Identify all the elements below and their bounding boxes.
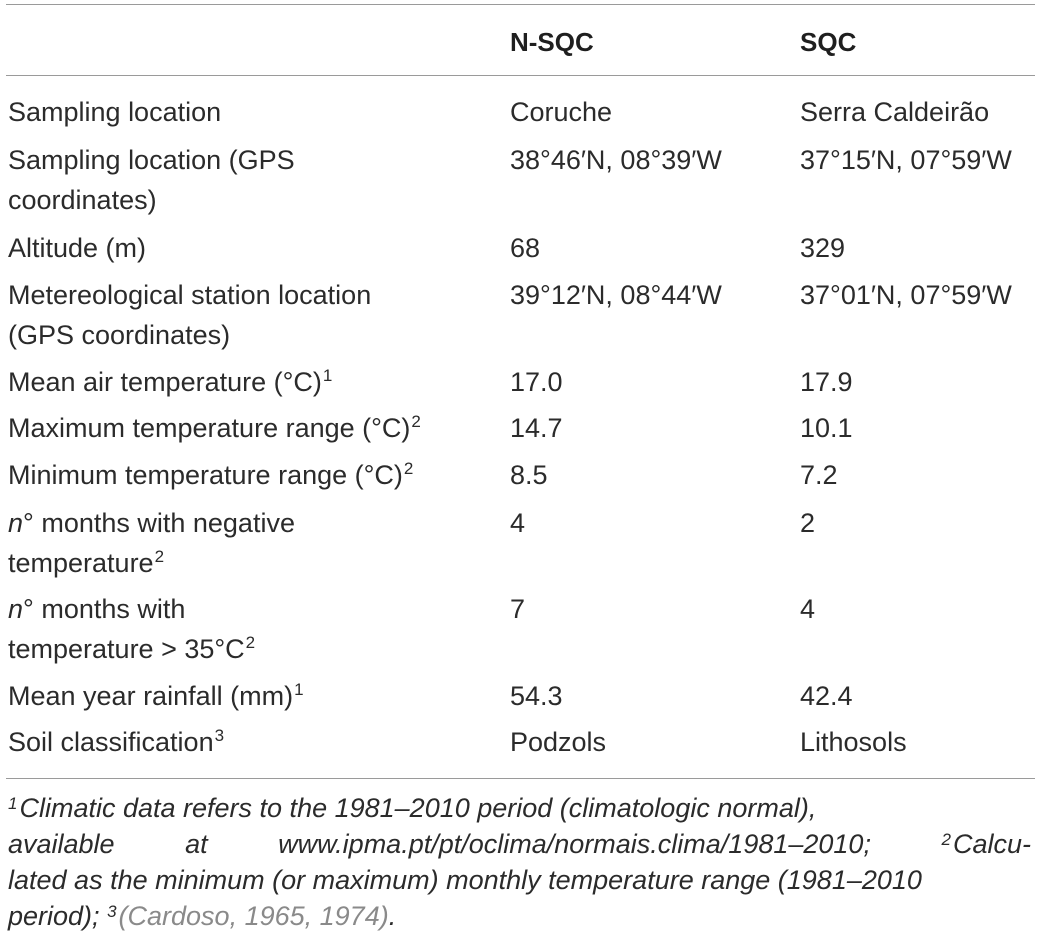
footnote-marker: 2 [403, 459, 414, 478]
row-label-months-negative-temperature-line2: temperature2 [8, 543, 164, 583]
row-label-text: temperature > 35°C [8, 634, 245, 664]
footnote-text-segment: Calcu- [952, 829, 1031, 859]
row-label-mean-air-temperature: Mean air temperature (°C)1 [8, 362, 332, 402]
footnote-number: 3 [107, 902, 117, 921]
cell-n-sqc: 54.3 [510, 681, 563, 711]
footnote-marker: 2 [154, 547, 165, 566]
footnote-marker: 1 [322, 366, 333, 385]
column-header-sqc: SQC [800, 27, 857, 57]
row-label-text: n° months with [8, 594, 186, 624]
row-label-text: Mean air temperature (°C) [8, 367, 322, 397]
cell-n-sqc: 68 [510, 233, 541, 263]
row-label-soil-classification: Soil classification3 [8, 722, 224, 762]
row-label-sampling-location: Sampling location [8, 92, 221, 132]
footnote-text: 1Climatic data refers to the 1981–2010 p… [8, 790, 816, 826]
row-label-text: coordinates) [8, 185, 157, 215]
row-label-altitude: Altitude (m) [8, 228, 146, 268]
row-label-text: Sampling location (GPS [8, 145, 295, 175]
cell-sqc: 10.1 [800, 413, 853, 443]
footnote-marker: 2 [411, 412, 421, 431]
cell-n-sqc: 39°12′N, 08°44′W [510, 280, 722, 310]
footnote-text-segment: . [388, 901, 397, 931]
cell-n-sqc: 4 [510, 508, 526, 538]
cell-n-sqc: 17.0 [510, 367, 563, 397]
table-footnotes: 1Climatic data refers to the 1981–2010 p… [8, 790, 1031, 934]
cell-n-sqc: Coruche [510, 97, 613, 127]
footnote-line: period); 3(Cardoso, 1965, 1974). [8, 898, 1031, 934]
row-label-mean-year-rainfall: Mean year rainfall (mm)1 [8, 676, 304, 716]
cell-n-sqc: 8.5 [510, 460, 548, 490]
footnote-word: 2Calcu- [941, 826, 1031, 862]
column-header-n-sqc: N-SQC [510, 27, 594, 57]
row-label-text: Maximum temperature range (°C) [8, 413, 411, 443]
footnote-text-segment: period); [8, 901, 100, 931]
row-label-station-location-line2: (GPS coordinates) [8, 315, 230, 355]
table-bottom-rule [6, 778, 1035, 779]
footnote-text-segment: lated as the minimum (or maximum) monthl… [8, 865, 922, 895]
cell-sqc: 4 [800, 594, 816, 624]
header-divider-rule [6, 75, 1035, 76]
row-label-text: Soil classification [8, 727, 214, 757]
cell-sqc: 42.4 [800, 681, 853, 711]
cell-sqc: 37°01′N, 07°59′W [800, 280, 1012, 310]
cell-sqc: 2 [800, 508, 816, 538]
row-label-text: (GPS coordinates) [8, 320, 231, 350]
row-label-max-temperature-range: Maximum temperature range (°C)2 [8, 408, 421, 448]
row-label-text: Minimum temperature range (°C) [8, 460, 403, 490]
row-label-text: n° months with negative [8, 508, 295, 538]
footnote-marker: 3 [214, 726, 225, 745]
cell-sqc: Serra Caldeirão [800, 97, 990, 127]
footnote-line: available at www.ipma.pt/pt/oclima/norma… [8, 826, 1031, 862]
footnote-number: 1 [8, 794, 18, 813]
italic-n: n [8, 508, 24, 538]
cell-sqc: Lithosols [800, 727, 907, 757]
row-label-text: Mean year rainfall (mm) [8, 681, 294, 711]
cell-n-sqc: 38°46′N, 08°39′W [510, 145, 722, 175]
footnote-url: www.ipma.pt/pt/oclima/normais.clima/1981… [278, 829, 871, 859]
cell-sqc: 329 [800, 233, 846, 263]
footnote-word: at [185, 829, 208, 859]
cell-n-sqc: 14.7 [510, 413, 563, 443]
italic-n: n [8, 594, 24, 624]
footnote-marker: 2 [245, 633, 256, 652]
cell-sqc: 37°15′N, 07°59′W [800, 145, 1012, 175]
row-label-text: Metereological station location [8, 280, 372, 310]
footnote-text-segment: Climatic data refers to the 1981–2010 pe… [19, 793, 817, 823]
footnote-number: 2 [941, 830, 951, 849]
footnote-marker: 1 [294, 680, 304, 699]
row-label-text: Altitude (m) [8, 233, 147, 263]
row-label-min-temperature-range: Minimum temperature range (°C)2 [8, 455, 413, 495]
footnote-word: available [8, 829, 115, 859]
row-label-months-above-35: n° months with [8, 589, 185, 629]
row-label-text: Sampling location [8, 97, 222, 127]
cell-n-sqc: Podzols [510, 727, 607, 757]
footnote-line: lated as the minimum (or maximum) monthl… [8, 862, 1031, 898]
footnote-line: 1Climatic data refers to the 1981–2010 p… [8, 790, 1031, 826]
row-label-text: temperature [8, 548, 154, 578]
row-label-months-negative-temperature: n° months with negative [8, 503, 295, 543]
row-label-sampling-gps-line2: coordinates) [8, 180, 157, 220]
row-label-months-above-35-line2: temperature > 35°C2 [8, 629, 255, 669]
row-label-station-location: Metereological station location [8, 275, 371, 315]
cell-n-sqc: 7 [510, 594, 526, 624]
row-label-sampling-gps: Sampling location (GPS [8, 140, 295, 180]
cell-sqc: 17.9 [800, 367, 853, 397]
table-top-rule [6, 4, 1035, 5]
cell-sqc: 7.2 [800, 460, 838, 490]
citation-link[interactable]: (Cardoso, 1965, 1974) [118, 901, 389, 931]
